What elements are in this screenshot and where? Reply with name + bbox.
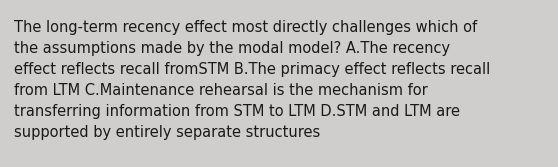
Text: The long-term recency effect most directly challenges which of
the assumptions m: The long-term recency effect most direct… <box>14 20 490 140</box>
